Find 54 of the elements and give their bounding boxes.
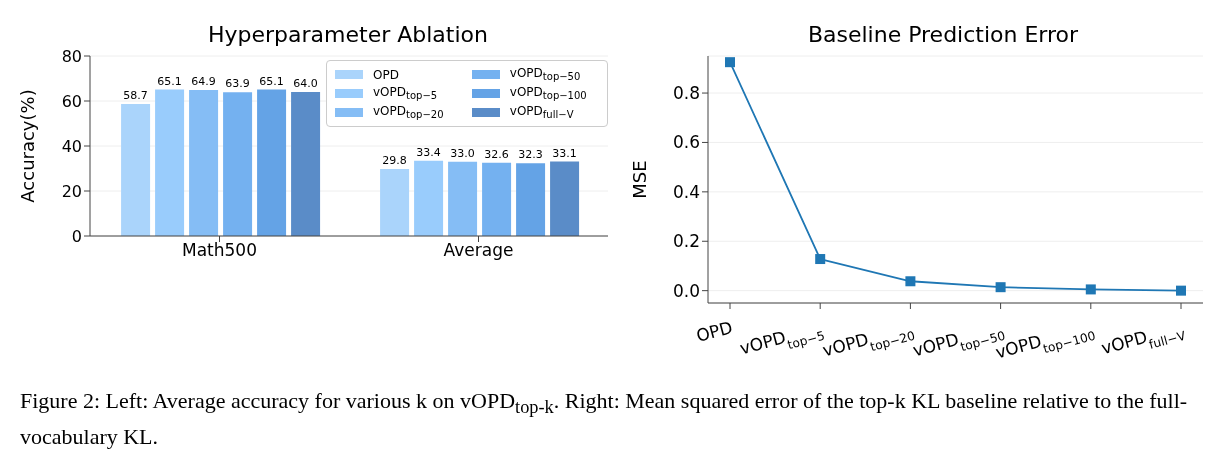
text: Figure 2: Left: Average accuracy for various k on vOPD$_{top-k}$. Right: Mean squared error of the top-k KL baseline relative to the full-vocabulary KL. (20, 388, 1188, 450)
legend-label: vOPD$_{top−5}$ (373, 85, 438, 102)
legend-label: vOPD$_{full−V}$ (509, 104, 574, 121)
bar (380, 168, 410, 236)
data-label: 29.8 (382, 153, 407, 167)
x-tick-label: OPD (694, 317, 735, 346)
y-tick-label: 60 (61, 91, 82, 111)
chart-title: Baseline Prediction Error (806, 22, 1080, 47)
y-tick-label: 0.8 (672, 83, 700, 104)
data-label: 58.7 (123, 88, 148, 102)
x-tick-label: Math500 (182, 240, 257, 261)
legend-label: vOPD$_{top−50}$ (509, 66, 581, 83)
y-tick-label: 0.0 (672, 280, 700, 301)
bar (257, 89, 287, 236)
y-tick-label: 40 (61, 136, 82, 156)
y-tick-label: 80 (61, 46, 82, 66)
data-label: 33.4 (416, 145, 441, 159)
point (905, 276, 916, 287)
data-label: 65.1 (259, 74, 284, 88)
y-tick-label: 0.4 (672, 181, 700, 202)
y-axis-title: Accuracy(%) (17, 89, 39, 203)
y-axis-title: MSE (629, 160, 651, 199)
data-label: 63.9 (225, 77, 250, 91)
y-tick-label: 0.2 (672, 231, 700, 252)
bar (121, 103, 151, 236)
y-tick-label: 0.6 (672, 132, 700, 153)
bar (223, 92, 253, 236)
data-label: 32.3 (518, 148, 543, 162)
data-label: 65.1 (157, 74, 182, 88)
bar (155, 89, 185, 236)
data-label: 33.0 (450, 146, 475, 160)
bar (291, 92, 321, 236)
bar (516, 163, 546, 236)
y-tick-label: 0 (71, 226, 82, 246)
bar (448, 161, 478, 236)
data-label: 64.0 (293, 77, 318, 90)
bar (482, 162, 512, 236)
data-label: 64.9 (191, 74, 216, 88)
bar (189, 89, 219, 236)
legend-label: vOPD$_{top−20}$ (373, 104, 444, 121)
point (815, 254, 826, 265)
point (725, 57, 735, 68)
point (1085, 284, 1096, 295)
data-label: 33.1 (552, 146, 577, 160)
bar (550, 161, 580, 236)
data-label: 32.6 (484, 147, 509, 161)
point (995, 282, 1006, 293)
point (1176, 285, 1186, 296)
chart-title: Hyperparameter Ablation (207, 22, 489, 47)
y-tick-label: 20 (61, 181, 82, 201)
x-tick-label: Average (443, 240, 514, 261)
legend-label: OPD (373, 67, 399, 82)
legend-label: vOPD$_{top−100}$ (509, 85, 587, 102)
bar (414, 160, 444, 236)
